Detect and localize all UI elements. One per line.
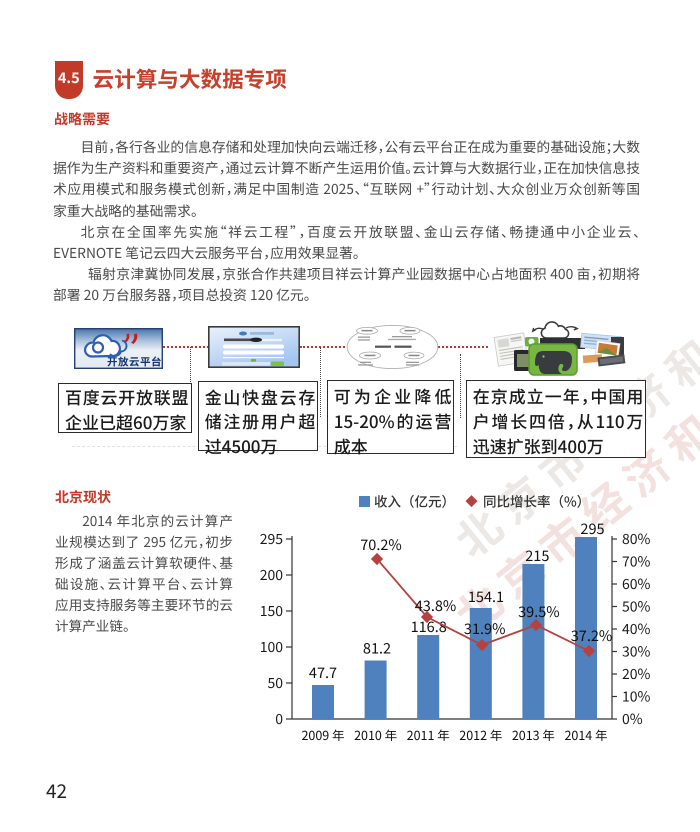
svg-text:100: 100 bbox=[260, 637, 284, 657]
svg-text:70%: 70% bbox=[622, 552, 651, 572]
svg-text:2012 年: 2012 年 bbox=[459, 725, 502, 744]
svg-text:154.1: 154.1 bbox=[468, 586, 504, 607]
svg-text:同比增长率（%）: 同比增长率（%） bbox=[483, 491, 590, 511]
svg-text:0%: 0% bbox=[622, 709, 643, 729]
svg-text:43.8%: 43.8% bbox=[415, 595, 457, 616]
svg-text:2014 年: 2014 年 bbox=[564, 725, 607, 744]
svg-text:215: 215 bbox=[525, 545, 549, 566]
svg-text:47.7: 47.7 bbox=[309, 662, 337, 683]
svg-text:收入（亿元）: 收入（亿元） bbox=[374, 491, 455, 511]
svg-text:200: 200 bbox=[260, 565, 284, 585]
svg-text:10%: 10% bbox=[622, 687, 651, 707]
svg-text:50%: 50% bbox=[622, 597, 651, 617]
svg-text:81.2: 81.2 bbox=[363, 638, 391, 659]
svg-text:60%: 60% bbox=[622, 574, 651, 594]
svg-text:37.2%: 37.2% bbox=[571, 625, 613, 646]
svg-text:20%: 20% bbox=[622, 664, 651, 684]
svg-text:开放云平台: 开放云平台 bbox=[107, 355, 162, 370]
svg-text:80%: 80% bbox=[622, 529, 651, 549]
svg-text:31.9%: 31.9% bbox=[464, 618, 506, 639]
svg-text:70.2%: 70.2% bbox=[360, 534, 402, 555]
svg-text:295: 295 bbox=[580, 518, 604, 539]
svg-text:150: 150 bbox=[260, 601, 284, 621]
svg-text:2013 年: 2013 年 bbox=[512, 725, 555, 744]
svg-text:0: 0 bbox=[275, 709, 283, 729]
svg-text:2011 年: 2011 年 bbox=[407, 725, 450, 744]
svg-text:50: 50 bbox=[267, 673, 283, 693]
svg-text:40%: 40% bbox=[622, 619, 651, 639]
svg-text:30%: 30% bbox=[622, 642, 651, 662]
svg-text:39.5%: 39.5% bbox=[518, 601, 560, 622]
svg-text:116.8: 116.8 bbox=[411, 616, 447, 637]
svg-text:2009 年: 2009 年 bbox=[301, 725, 344, 744]
svg-text:2010 年: 2010 年 bbox=[354, 725, 397, 744]
svg-text:295: 295 bbox=[260, 529, 284, 549]
